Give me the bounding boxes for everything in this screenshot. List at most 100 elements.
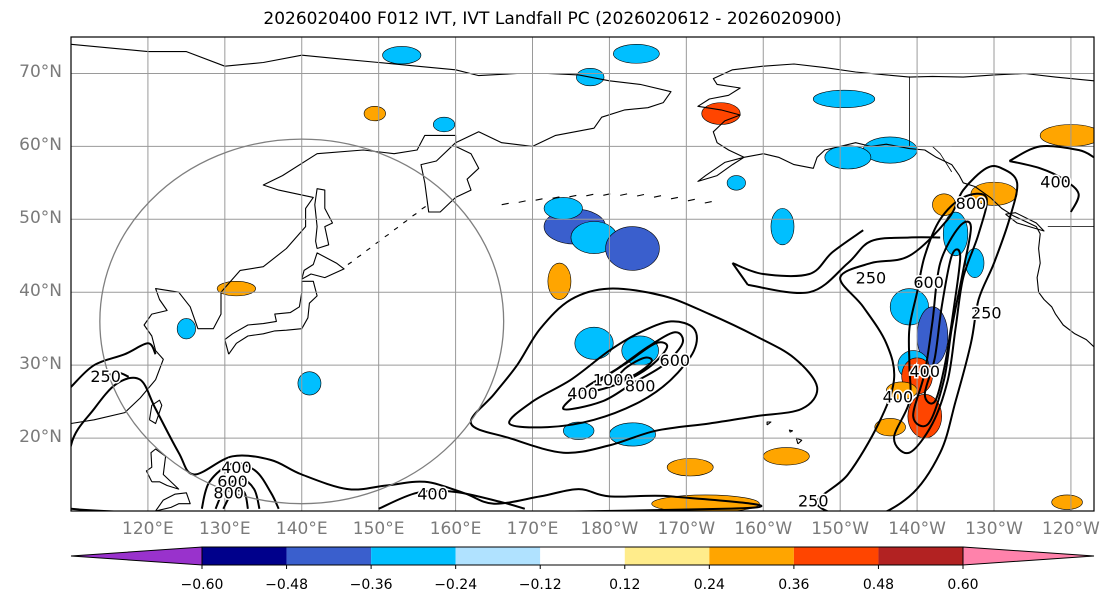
- kuril-island: [356, 254, 362, 259]
- ivt-contour-11: [214, 477, 261, 510]
- pc-shade-29: [762, 447, 810, 466]
- kuril-island: [393, 226, 399, 231]
- ivt-contour-0: [816, 164, 1019, 511]
- map-title: 2026020400 F012 IVT, IVT Landfall PC (20…: [263, 9, 842, 29]
- contour-label: 600: [913, 273, 944, 292]
- aleutian-island: [518, 200, 526, 203]
- coastline-3: [314, 188, 334, 250]
- ivt-contour-1: [892, 192, 988, 455]
- contour-label: 250: [971, 304, 1002, 323]
- ivt-contour-8: [615, 356, 653, 383]
- contour-label: 1000: [593, 371, 634, 390]
- pc-shade-36: [363, 105, 386, 122]
- pc-shade-11: [770, 208, 795, 246]
- map-frame: [70, 36, 1095, 512]
- graticule: [71, 37, 1094, 511]
- ivt-contour-9: [71, 376, 763, 511]
- pc-shade-23: [726, 175, 746, 191]
- pc-shade-20: [176, 318, 196, 340]
- pc-shade-26: [874, 418, 906, 437]
- coastline-1: [224, 280, 318, 355]
- ivt-contour-7: [591, 341, 669, 392]
- coastline-9: [697, 156, 745, 182]
- coastline-13: [788, 429, 794, 433]
- lat-label: 50°N: [19, 208, 62, 229]
- colorbar-tick-label: 0.60: [947, 577, 979, 593]
- pc-shade-37: [1051, 494, 1083, 510]
- aleutian-island: [687, 198, 695, 202]
- colorbar-tick-label: −0.12: [518, 577, 562, 593]
- kuril-island: [366, 247, 371, 252]
- colorbar-tick-label: 0.48: [862, 577, 895, 593]
- lon-label: 160°W: [734, 519, 793, 539]
- kuril-island: [412, 213, 417, 217]
- ivt-contour-17: [1009, 160, 1080, 213]
- aleutian-island: [569, 194, 577, 198]
- contour-label: 600: [660, 351, 691, 370]
- kuril-island: [347, 261, 353, 265]
- contour-label: 250: [856, 269, 887, 288]
- contour-label: 400: [417, 484, 448, 503]
- pc-shade-30: [666, 458, 714, 477]
- lon-label: 140°E: [275, 519, 328, 539]
- coastline-11: [1005, 212, 1045, 232]
- pc-shade-16: [382, 46, 422, 65]
- ivt-contour-15: [732, 229, 864, 278]
- lon-label: 140°W: [888, 519, 946, 539]
- lon-label: 150°W: [811, 519, 870, 539]
- ivt-contour-2: [912, 220, 972, 428]
- pc-shade-19: [297, 371, 322, 396]
- contour-label: 400: [910, 362, 941, 381]
- lon-label: 130°W: [965, 519, 1023, 539]
- pc-shade-3: [543, 197, 583, 220]
- lat-label: 70°N: [19, 62, 62, 83]
- contour-label: 800: [625, 377, 656, 396]
- ivt-contour-3: [923, 248, 962, 405]
- contour-label: 400: [883, 387, 914, 406]
- colorbar-tick-label: −0.24: [434, 577, 478, 593]
- pc-shade-2: [605, 226, 660, 271]
- lon-label: 170°E: [506, 519, 559, 539]
- pc-shade-17: [612, 43, 660, 64]
- aleutian-island: [552, 196, 560, 199]
- ivt-contour-4: [469, 287, 819, 454]
- colorbar-tick-label: −0.60: [180, 577, 224, 593]
- colorbar-tick-label: −0.36: [349, 577, 393, 593]
- coastline-6: [155, 492, 191, 511]
- colorbar-tick-label: 0.12: [609, 577, 641, 593]
- colorbar-tick-label: 0.36: [778, 577, 810, 593]
- coastline-12: [795, 437, 803, 445]
- aleutian-island: [636, 193, 645, 197]
- aleutian-island: [704, 201, 712, 204]
- pc-shade-31: [651, 494, 760, 511]
- ivt-contour-13: [378, 489, 526, 510]
- aleutian-island: [535, 198, 543, 201]
- pc-shade-15: [562, 421, 595, 440]
- ivt-contour-10: [200, 462, 280, 510]
- coastline-4: [148, 399, 163, 425]
- ivt-contour-12: [222, 489, 249, 510]
- lon-label: 180°W: [580, 519, 639, 539]
- contour-label: 250: [798, 492, 829, 511]
- lon-label: 160°E: [429, 519, 482, 539]
- ivt-contour-5: [508, 320, 698, 429]
- pc-shade-18: [812, 89, 876, 109]
- colorbar-tick-label: −0.48: [265, 577, 308, 593]
- aleutian-island: [501, 202, 509, 206]
- range-ring-circle: [99, 138, 505, 505]
- aleutian-island: [670, 196, 679, 200]
- ivt-contour-18: [1008, 144, 1094, 162]
- lat-label: 60°N: [19, 135, 62, 156]
- ivt-contour-19: [71, 342, 157, 388]
- lon-label: 130°E: [198, 519, 251, 539]
- coastline-8: [697, 63, 1094, 158]
- ivt-contour-14: [747, 236, 941, 295]
- contour-label: 400: [1040, 172, 1071, 191]
- pc-shade-12: [574, 326, 614, 360]
- ivt-contour-16: [731, 262, 749, 286]
- aleutian-island: [653, 195, 662, 198]
- kuril-island: [384, 233, 389, 238]
- aleutian-island: [586, 193, 594, 197]
- kuril-island: [421, 206, 426, 210]
